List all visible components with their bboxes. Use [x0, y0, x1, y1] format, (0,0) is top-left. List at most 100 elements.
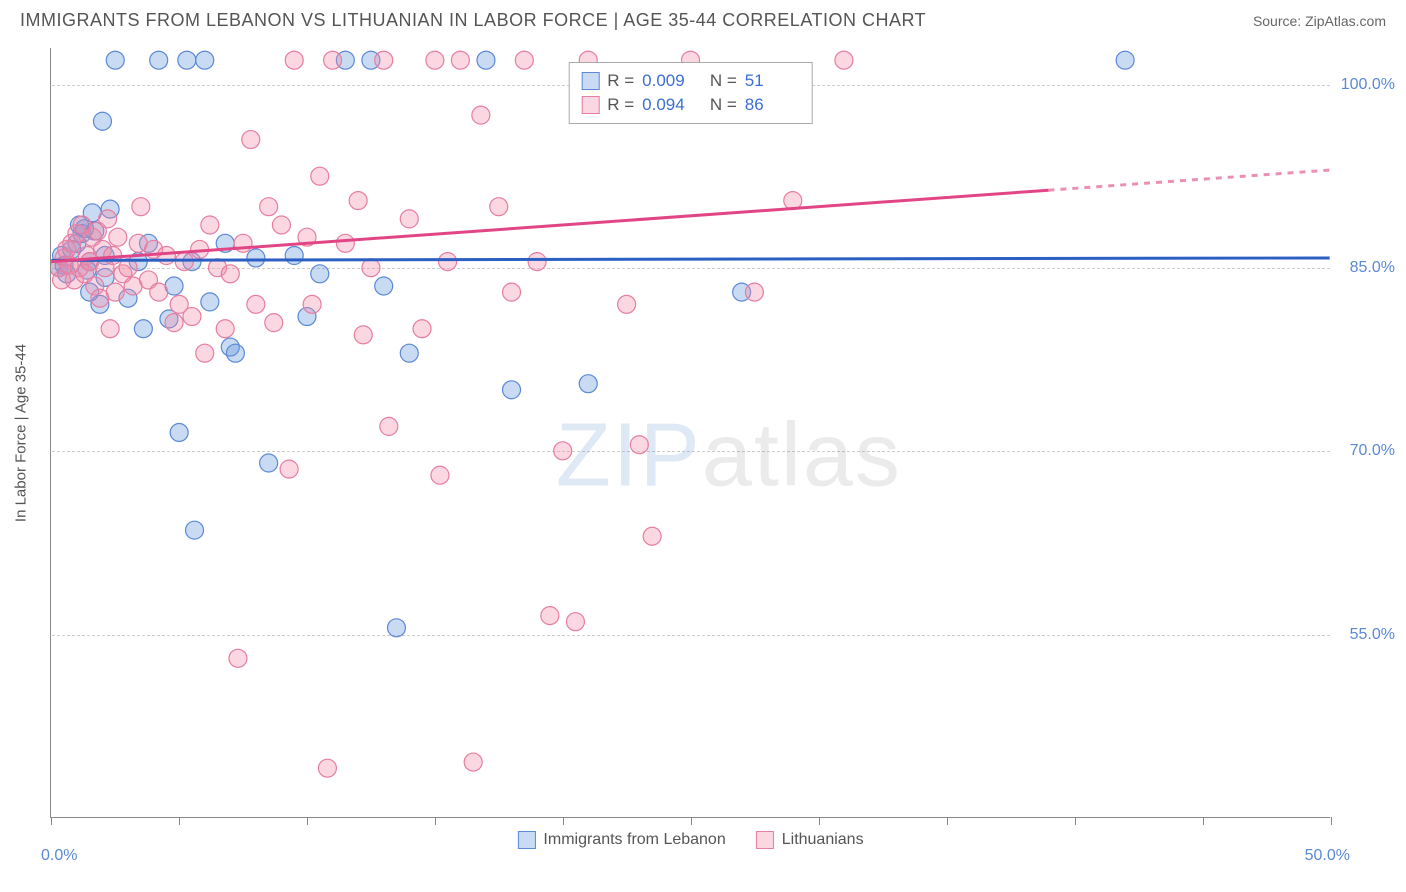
x-tick: [563, 817, 564, 825]
data-point-lithuanian: [515, 51, 533, 69]
x-tick: [819, 817, 820, 825]
data-point-lithuanian: [157, 247, 175, 265]
data-point-lebanon: [1116, 51, 1134, 69]
data-point-lithuanian: [324, 51, 342, 69]
data-point-lithuanian: [413, 320, 431, 338]
data-point-lebanon: [311, 265, 329, 283]
data-point-lithuanian: [99, 210, 117, 228]
data-point-lithuanian: [265, 314, 283, 332]
data-point-lithuanian: [566, 613, 584, 631]
stat-r-label: R =: [607, 71, 634, 91]
data-point-lithuanian: [439, 253, 457, 271]
data-point-lebanon: [186, 521, 204, 539]
x-tick: [691, 817, 692, 825]
x-tick: [435, 817, 436, 825]
data-point-lebanon: [201, 293, 219, 311]
data-point-lithuanian: [229, 649, 247, 667]
data-point-lithuanian: [451, 51, 469, 69]
data-point-lithuanian: [247, 295, 265, 313]
data-point-lebanon: [178, 51, 196, 69]
data-point-lithuanian: [303, 295, 321, 313]
data-point-lithuanian: [336, 234, 354, 252]
trend-line-dashed-lithuanian: [1048, 170, 1329, 190]
data-point-lebanon: [387, 619, 405, 637]
legend-swatch: [756, 831, 774, 849]
stat-row: R = 0.009 N = 51: [581, 69, 800, 93]
y-tick-label: 70.0%: [1350, 442, 1395, 460]
data-point-lithuanian: [150, 283, 168, 301]
data-point-lithuanian: [490, 198, 508, 216]
data-point-lithuanian: [554, 442, 572, 460]
data-point-lithuanian: [643, 527, 661, 545]
x-tick: [1331, 817, 1332, 825]
y-tick-label: 55.0%: [1350, 626, 1395, 644]
data-point-lithuanian: [375, 51, 393, 69]
data-point-lithuanian: [541, 607, 559, 625]
data-point-lithuanian: [426, 51, 444, 69]
data-point-lithuanian: [101, 320, 119, 338]
data-point-lebanon: [400, 344, 418, 362]
legend-swatch: [581, 72, 599, 90]
scatter-plot: [51, 48, 1330, 817]
data-point-lebanon: [134, 320, 152, 338]
data-point-lithuanian: [503, 283, 521, 301]
stat-r-value: 0.094: [642, 95, 697, 115]
data-point-lebanon: [226, 344, 244, 362]
data-point-lebanon: [196, 51, 214, 69]
data-point-lebanon: [106, 51, 124, 69]
data-point-lithuanian: [106, 283, 124, 301]
x-max-label: 50.0%: [1305, 847, 1350, 865]
legend-label: Immigrants from Lebanon: [543, 831, 725, 849]
data-point-lebanon: [375, 277, 393, 295]
data-point-lithuanian: [280, 460, 298, 478]
stat-n-value: 51: [745, 71, 800, 91]
data-point-lithuanian: [354, 326, 372, 344]
data-point-lebanon: [170, 424, 188, 442]
data-point-lithuanian: [464, 753, 482, 771]
data-point-lithuanian: [431, 466, 449, 484]
data-point-lebanon: [477, 51, 495, 69]
stat-row: R = 0.094 N = 86: [581, 93, 800, 117]
data-point-lebanon: [260, 454, 278, 472]
legend-label: Lithuanians: [782, 831, 864, 849]
stat-n-label: N =: [705, 71, 737, 91]
x-min-label: 0.0%: [41, 847, 77, 865]
legend-item: Lithuanians: [756, 831, 864, 849]
data-point-lithuanian: [285, 51, 303, 69]
data-point-lithuanian: [201, 216, 219, 234]
data-point-lebanon: [247, 249, 265, 267]
data-point-lithuanian: [242, 131, 260, 149]
data-point-lithuanian: [183, 308, 201, 326]
data-point-lithuanian: [165, 314, 183, 332]
x-tick: [179, 817, 180, 825]
x-tick: [307, 817, 308, 825]
data-point-lithuanian: [400, 210, 418, 228]
x-tick: [947, 817, 948, 825]
data-point-lithuanian: [109, 228, 127, 246]
data-point-lithuanian: [835, 51, 853, 69]
chart-area: 55.0%70.0%85.0%100.0% In Labor Force | A…: [50, 48, 1330, 818]
data-point-lithuanian: [311, 167, 329, 185]
data-point-lebanon: [285, 247, 303, 265]
data-point-lithuanian: [216, 320, 234, 338]
data-point-lebanon: [503, 381, 521, 399]
source-attribution: Source: ZipAtlas.com: [1253, 13, 1386, 29]
y-tick-label: 100.0%: [1341, 76, 1395, 94]
legend-swatch: [581, 96, 599, 114]
y-tick-label: 85.0%: [1350, 259, 1395, 277]
data-point-lithuanian: [221, 265, 239, 283]
data-point-lithuanian: [349, 192, 367, 210]
stat-box: R = 0.009 N = 51R = 0.094 N = 86: [568, 62, 813, 124]
bottom-legend: Immigrants from Lebanon Lithuanians: [517, 831, 863, 849]
data-point-lithuanian: [196, 344, 214, 362]
data-point-lithuanian: [362, 259, 380, 277]
chart-title: IMMIGRANTS FROM LEBANON VS LITHUANIAN IN…: [20, 10, 926, 31]
stat-r-value: 0.009: [642, 71, 697, 91]
data-point-lebanon: [93, 112, 111, 130]
data-point-lithuanian: [745, 283, 763, 301]
stat-n-value: 86: [745, 95, 800, 115]
data-point-lithuanian: [272, 216, 290, 234]
data-point-lithuanian: [318, 759, 336, 777]
data-point-lebanon: [150, 51, 168, 69]
data-point-lithuanian: [260, 198, 278, 216]
